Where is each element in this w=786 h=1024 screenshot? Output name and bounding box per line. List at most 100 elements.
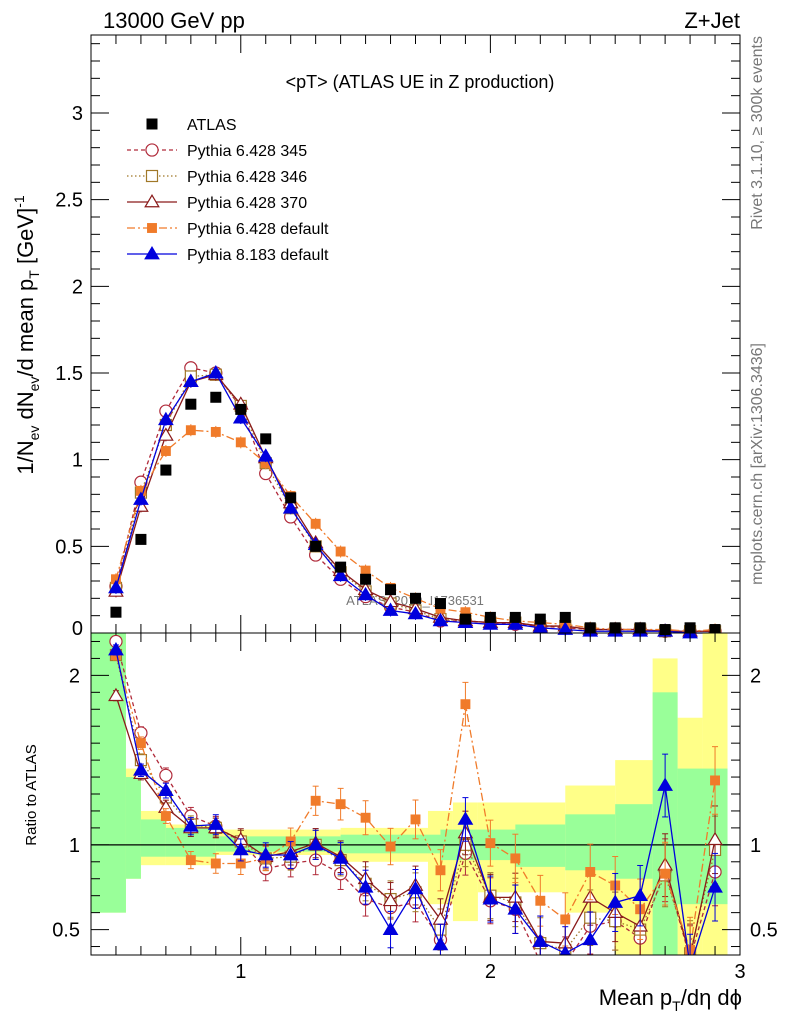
ratio-point (632, 887, 649, 902)
ratio-y-tick-label: 0.5 (52, 920, 80, 942)
ratio-point (282, 847, 299, 861)
main-point (357, 586, 374, 601)
main-point (335, 546, 346, 557)
ratio-point (210, 858, 221, 869)
legend-marker (147, 223, 157, 233)
ratio-series-clipped (108, 634, 723, 972)
main-point (133, 491, 149, 505)
data-point (385, 584, 397, 596)
header-left: 13000 GeV pp (103, 8, 245, 33)
legend-label: Pythia 6.428 346 (187, 169, 307, 186)
ratio-point (207, 816, 224, 830)
main-point (108, 579, 124, 594)
ratio-point (534, 956, 546, 968)
ratio-point (710, 775, 720, 786)
ratio-frame (90, 632, 741, 956)
ratio-point (335, 799, 346, 810)
data-point (110, 606, 122, 618)
ratio-point (660, 868, 671, 879)
main-y-tick-label: 2.5 (55, 190, 83, 212)
band-stat (677, 768, 728, 905)
rivet-version: Rivet 3.1.10, ≥ 300k events (749, 36, 766, 230)
main-point (207, 364, 224, 379)
ratio-point (235, 858, 246, 869)
ratio-ylabel: Ratio to ATLAS (23, 744, 40, 845)
ratio-point (158, 782, 174, 796)
data-point (235, 403, 247, 415)
ratio-point (532, 933, 549, 947)
legend-label: Pythia 6.428 370 (187, 195, 307, 212)
legend-marker (145, 143, 159, 157)
data-point (335, 561, 347, 573)
ratio-point (307, 836, 324, 851)
ratio-point (108, 641, 124, 656)
ratio-point (607, 894, 624, 908)
main-point (160, 446, 171, 456)
svg-text:Mean pT/dη dϕ: Mean pT/dη dϕ (599, 985, 742, 1014)
legend-label: Pythia 8.183 default (187, 247, 329, 264)
ratio-point (582, 931, 599, 946)
data-point (459, 613, 471, 625)
main-point (235, 437, 246, 448)
x-axis-label: Mean pT/dη dϕ (599, 985, 742, 1014)
legend-label: Pythia 6.428 default (187, 221, 329, 238)
main-point (360, 565, 371, 576)
legend-marker (144, 245, 160, 260)
legend-marker (145, 169, 159, 183)
ratio-point (560, 914, 571, 925)
data-point (634, 622, 646, 634)
ratio-point (160, 811, 171, 821)
ratio-point (382, 921, 399, 935)
data-point (285, 492, 297, 504)
main-y-tick-label: 0 (72, 618, 83, 640)
main-y-tick-label: 0.5 (55, 536, 83, 558)
main-point (507, 616, 524, 630)
data-point (509, 611, 521, 623)
ratio-point (510, 853, 521, 864)
legend: ATLAS Pythia 6.428 345 Pythia 6.428 346 Pyt… (127, 117, 329, 264)
data-point (684, 622, 696, 634)
main-panel: 00.511.522.53 ATLAS_2019_I1736531 <pT> (… (55, 34, 741, 640)
main-point (232, 410, 249, 424)
main-series (108, 361, 723, 639)
x-tick-label: 3 (734, 961, 745, 983)
ratio-point (385, 841, 396, 852)
main-point (111, 574, 121, 585)
ratio-y-tick-label-right: 0.5 (750, 920, 778, 942)
ratio-point (135, 738, 146, 749)
main-point (158, 411, 174, 426)
ratio-point (257, 847, 274, 861)
data-point (559, 611, 571, 623)
header-right: Z+Jet (684, 8, 740, 33)
ratio-point (185, 855, 196, 866)
band-stat (515, 824, 566, 867)
ratio-y-tick-label-right: 1 (750, 835, 761, 857)
data-point (135, 533, 147, 545)
data-point (260, 433, 272, 445)
ratio-point (108, 687, 124, 702)
data-point (160, 464, 172, 476)
main-point (257, 448, 274, 462)
ratio-point (482, 891, 499, 905)
ratio-point (460, 699, 471, 710)
ratio-point (310, 795, 321, 806)
svg-text:1/Nev dNev/d mean pT [GeV]-1: 1/Nev dNev/d mean pT [GeV]-1 (11, 195, 42, 475)
ratio-point (133, 762, 149, 776)
main-point (332, 567, 349, 582)
ratio-y-tick-label: 1 (69, 835, 80, 857)
main-point (407, 605, 424, 620)
ratio-point (357, 879, 374, 893)
main-y-tick-label: 1 (72, 450, 83, 472)
mcplots-credit: mcplots.cern.ch [arXiv:1306.3436] (749, 343, 766, 585)
data-point (534, 613, 546, 625)
main-point (482, 616, 499, 630)
ratio-point (159, 768, 173, 783)
ratio-point (457, 811, 474, 825)
ratio-point (507, 901, 524, 915)
ratio-point (683, 960, 697, 972)
main-line-0 (115, 367, 716, 632)
ratio-point (432, 936, 449, 951)
ratio-y-tick-label: 2 (69, 665, 80, 687)
ratio-series (108, 634, 723, 972)
ratio-point (559, 957, 571, 969)
